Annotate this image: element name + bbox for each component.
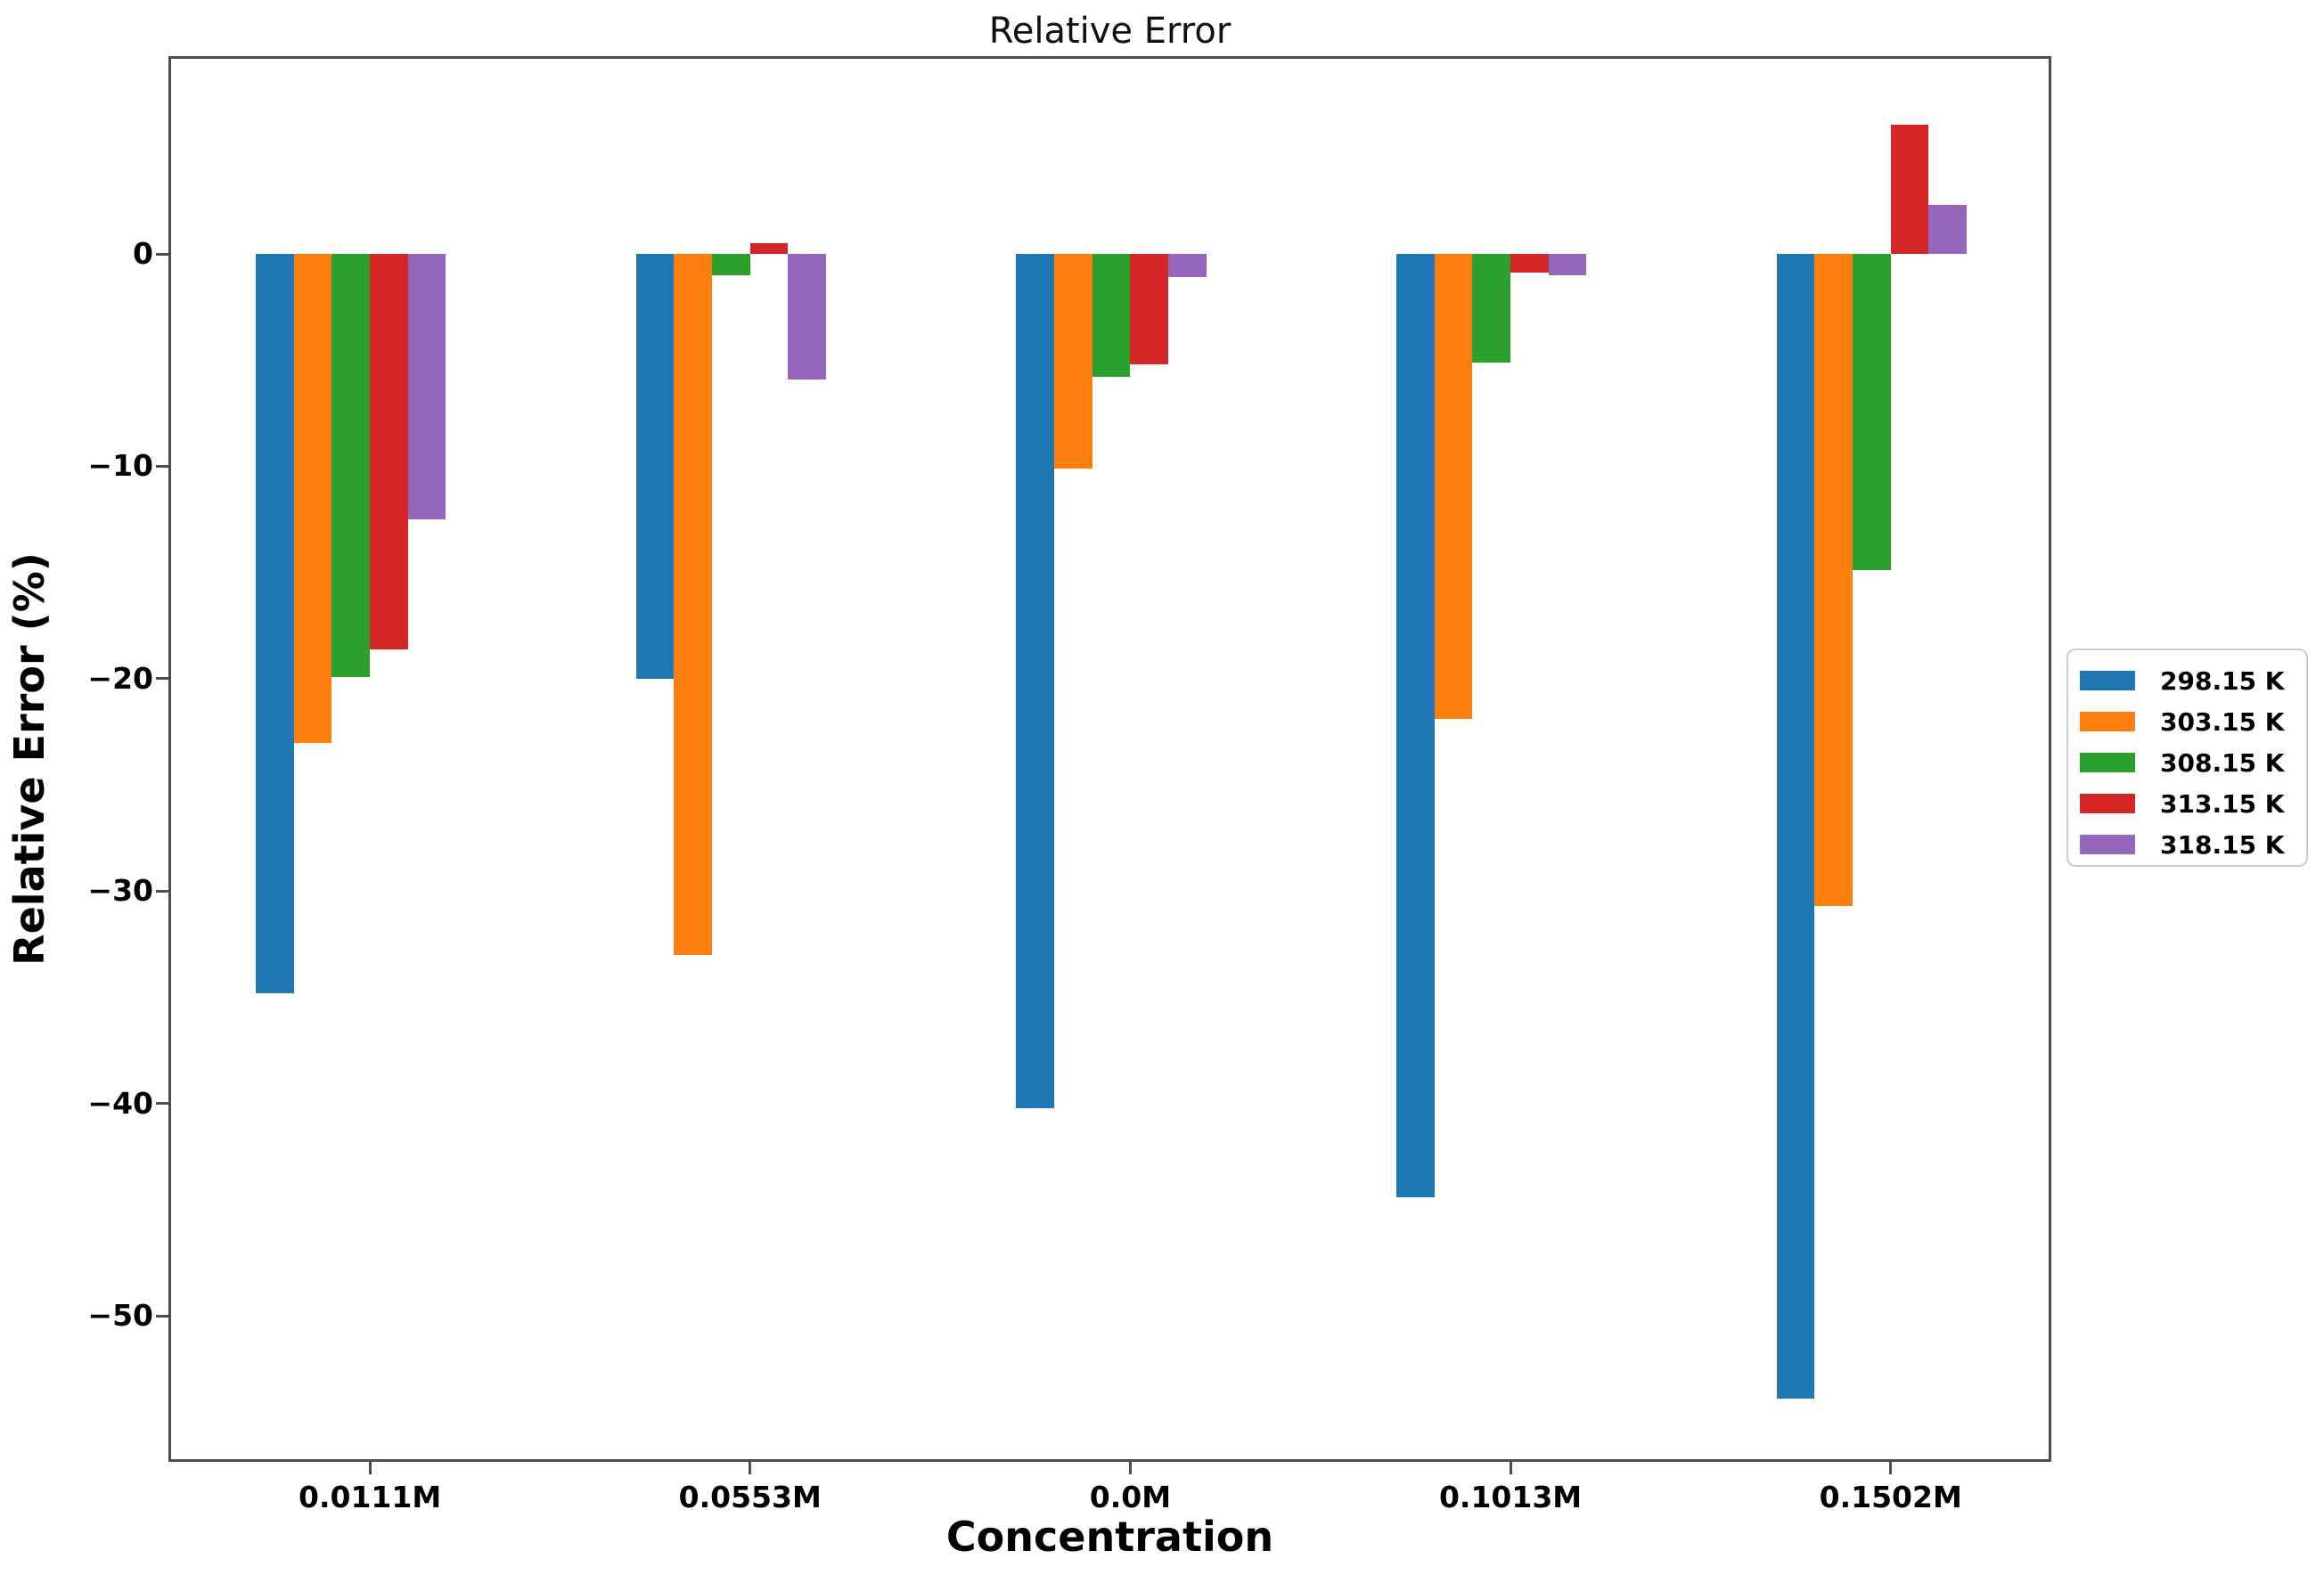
x-tick-mark [1128,1462,1132,1474]
y-tick-mark [156,889,168,893]
x-axis-label: Concentration [945,1513,1274,1561]
bar-313.15K-0.1013M [1510,254,1549,273]
bar-318.15K-0.0553M [788,254,827,379]
y-tick-mark [156,1102,168,1106]
legend-entry-0: 298.15 K [2068,660,2306,701]
y-tick-label: −40 [87,1085,153,1121]
chart-title: Relative Error [988,11,1232,52]
x-tick-mark [1889,1462,1893,1474]
bar-298.15K-0.0553M [635,254,675,679]
bar-298.15K-0.0M [1016,254,1054,1108]
x-tick-mark [368,1462,372,1474]
bar-313.15K-0.0M [1130,254,1169,365]
legend-swatch [2080,753,2135,772]
bar-303.15K-0.0553M [674,254,713,955]
x-tick-label: 0.0111M [298,1480,442,1514]
bar-298.15K-0.1013M [1395,254,1435,1197]
legend-label: 308.15 K [2160,747,2285,778]
bar-308.15K-0.0553M [712,254,750,275]
bar-303.15K-0.1013M [1434,254,1473,720]
y-tick-mark [156,252,168,256]
legend-label: 303.15 K [2160,706,2285,737]
bar-318.15K-0.1013M [1548,254,1587,275]
y-tick-label: −20 [87,660,153,696]
legend-label: 298.15 K [2160,665,2285,696]
legend-entry-3: 313.15 K [2068,783,2306,824]
bar-308.15K-0.0M [1092,254,1131,378]
y-tick-label: 0 [133,236,153,272]
x-tick-label: 0.1502M [1819,1480,1962,1514]
y-tick-label: −50 [87,1298,153,1334]
bar-303.15K-0.0M [1053,254,1092,469]
bar-313.15K-0.0553M [749,243,789,255]
x-tick-label: 0.0M [1089,1480,1172,1514]
bar-308.15K-0.1502M [1853,254,1891,571]
legend-label: 313.15 K [2160,788,2285,819]
bar-303.15K-0.0111M [293,254,332,743]
legend-label: 318.15 K [2160,829,2285,860]
x-tick-label: 0.0553M [678,1480,822,1514]
x-tick-mark [1509,1462,1512,1474]
legend-entry-4: 318.15 K [2068,824,2306,865]
legend-entry-2: 308.15 K [2068,742,2306,783]
bar-313.15K-0.1502M [1890,124,1929,255]
legend-swatch [2080,671,2135,690]
legend-entry-1: 303.15 K [2068,701,2306,742]
y-tick-mark [156,1314,168,1318]
y-tick-label: −30 [87,873,153,909]
bar-298.15K-0.1502M [1776,254,1815,1400]
legend: 298.15 K 303.15 K 308.15 K 313.15 K 318.15 K [2066,649,2308,867]
bar-318.15K-0.0111M [407,254,446,520]
bar-303.15K-0.1502M [1814,254,1853,907]
y-tick-mark [156,677,168,681]
x-tick-mark [749,1462,752,1474]
legend-swatch [2080,835,2135,854]
bar-308.15K-0.0111M [331,254,371,677]
bar-298.15K-0.0111M [255,254,294,993]
bar-308.15K-0.1013M [1472,254,1511,363]
y-tick-mark [156,464,168,468]
legend-swatch [2080,794,2135,813]
bar-318.15K-0.0M [1168,254,1207,278]
x-tick-label: 0.1013M [1438,1480,1583,1514]
y-tick-label: −10 [87,448,153,484]
legend-swatch [2080,712,2135,731]
bar-318.15K-0.1502M [1928,205,1968,255]
bar-313.15K-0.0111M [370,254,408,649]
